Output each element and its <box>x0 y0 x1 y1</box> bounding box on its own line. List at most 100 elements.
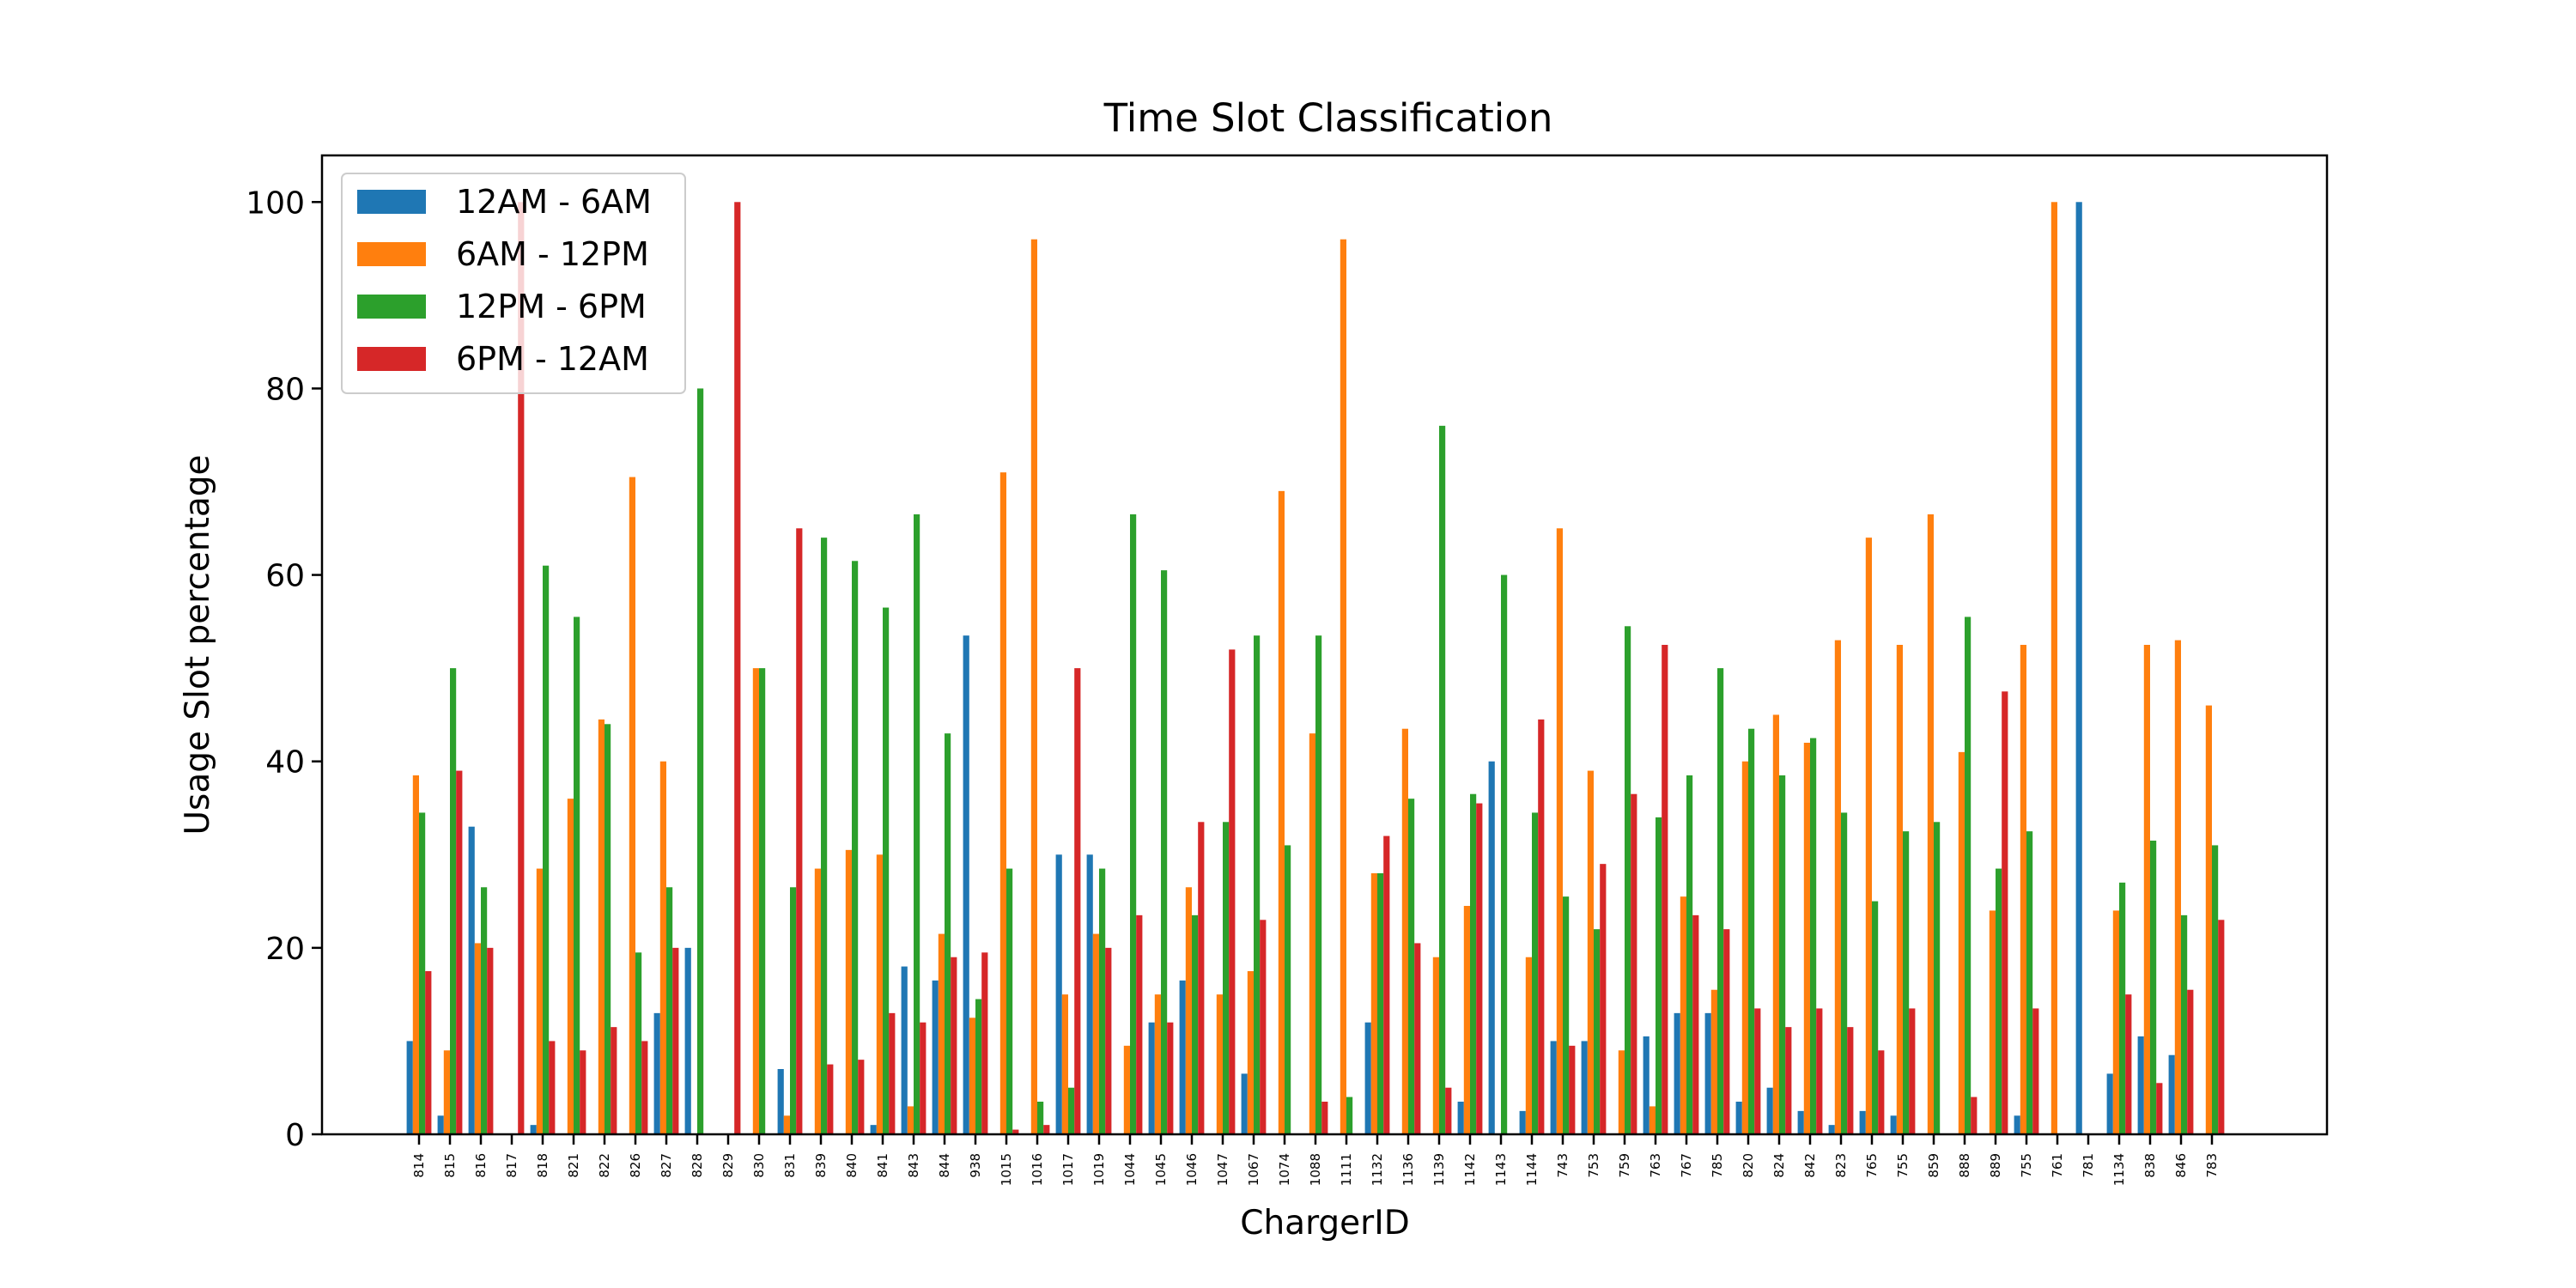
x-tick-label: 814 <box>411 1153 427 1178</box>
y-axis-label: Usage Slot percentage <box>179 454 217 835</box>
x-tick-label: 889 <box>1988 1153 2003 1178</box>
x-tick-label: 1045 <box>1153 1153 1169 1186</box>
bar-series3-1019 <box>1099 868 1106 1134</box>
bar-series1-818 <box>530 1125 537 1134</box>
bar-series2-783 <box>2205 705 2212 1134</box>
bar-series1-1046 <box>1179 980 1186 1134</box>
bar-series1-815 <box>437 1115 444 1134</box>
bar-series4-846 <box>2187 989 2194 1134</box>
bar-series2-824 <box>1772 714 1779 1134</box>
bar-series4-1067 <box>1260 920 1267 1134</box>
bar-series2-743 <box>1556 528 1563 1134</box>
bar-series1-1134 <box>2106 1073 2113 1134</box>
bar-series1-763 <box>1643 1036 1649 1134</box>
bar-series3-818 <box>543 565 550 1134</box>
bar-series2-1139 <box>1432 957 1439 1134</box>
bar-series3-1144 <box>1532 812 1539 1134</box>
bar-series2-842 <box>1803 743 1810 1134</box>
x-tick-label: 821 <box>566 1153 581 1178</box>
bar-series3-814 <box>419 812 426 1134</box>
bar-series4-815 <box>456 770 463 1134</box>
bar-series2-1047 <box>1216 994 1223 1134</box>
bar-series1-1045 <box>1148 1022 1155 1134</box>
bar-series1-831 <box>777 1069 784 1134</box>
bar-series4-1132 <box>1383 835 1390 1134</box>
x-tick-label: 1047 <box>1215 1153 1230 1186</box>
bar-series3-1139 <box>1439 425 1446 1134</box>
x-tick-label: 1132 <box>1370 1153 1385 1186</box>
bar-series3-846 <box>2181 914 2188 1134</box>
bar-series4-843 <box>920 1022 927 1134</box>
bar-series2-814 <box>412 775 419 1134</box>
x-tick-label: 755 <box>2019 1153 2034 1178</box>
bar-series4-821 <box>580 1050 586 1134</box>
bar-series2-1016 <box>1030 239 1037 1134</box>
bar-series4-814 <box>425 971 432 1134</box>
bar-series1-1017 <box>1055 854 1062 1134</box>
x-tick-label: 841 <box>875 1153 890 1178</box>
bar-series3-842 <box>1810 738 1817 1134</box>
x-tick-label: 838 <box>2142 1153 2158 1178</box>
bar-series1-1144 <box>1519 1110 1526 1134</box>
x-tick-label: 743 <box>1555 1153 1571 1178</box>
bar-series2-844 <box>938 933 945 1134</box>
x-tick-label: 1067 <box>1246 1153 1261 1186</box>
bar-series2-767 <box>1680 896 1686 1134</box>
bar-series3-826 <box>635 952 642 1134</box>
bar-series3-765 <box>1872 901 1879 1134</box>
bar-series1-842 <box>1797 1110 1804 1134</box>
bar-series2-1074 <box>1278 490 1285 1134</box>
bar-series4-785 <box>1723 929 1730 1134</box>
bar-series2-755 <box>2020 645 2026 1134</box>
bar-series4-938 <box>981 952 988 1134</box>
x-tick-label: 830 <box>751 1153 767 1178</box>
y-tick-label: 100 <box>246 185 305 221</box>
bar-series1-755 <box>1890 1115 1897 1134</box>
chart-title: Time Slot Classification <box>1103 95 1553 141</box>
bar-series3-755 <box>1903 831 1910 1134</box>
bar-series2-889 <box>1989 910 1996 1134</box>
x-tick-label: 839 <box>813 1153 829 1178</box>
bar-series3-1111 <box>1346 1097 1353 1134</box>
x-tick-label: 785 <box>1710 1153 1725 1178</box>
bar-series1-753 <box>1581 1041 1588 1134</box>
x-tick-label: 765 <box>1864 1153 1880 1178</box>
bar-series2-761 <box>2050 202 2057 1134</box>
x-tick-label: 1017 <box>1060 1153 1076 1186</box>
legend-label: 6AM - 12PM <box>456 235 649 273</box>
bar-series2-1136 <box>1401 728 1408 1134</box>
bar-series4-844 <box>951 957 957 1134</box>
x-tick-label: 755 <box>1895 1153 1911 1178</box>
bar-series1-1142 <box>1457 1102 1464 1134</box>
bar-series2-859 <box>1927 514 1934 1134</box>
bar-series4-1044 <box>1136 914 1143 1134</box>
legend-swatch <box>357 190 426 214</box>
bar-series2-753 <box>1587 770 1594 1134</box>
bar-series4-1142 <box>1476 803 1483 1134</box>
x-tick-label: 1015 <box>999 1153 1014 1186</box>
bar-series2-827 <box>659 761 666 1134</box>
bar-series2-1144 <box>1525 957 1532 1134</box>
x-tick-label: 823 <box>1833 1153 1849 1178</box>
x-tick-label: 759 <box>1617 1153 1632 1178</box>
bar-series4-827 <box>672 947 679 1134</box>
bar-series2-1045 <box>1154 994 1161 1134</box>
bar-series4-888 <box>1971 1097 1978 1134</box>
bar-series4-829 <box>734 202 741 1134</box>
x-tick-label: 1046 <box>1184 1153 1200 1186</box>
bar-series1-843 <box>901 966 908 1134</box>
bar-series3-821 <box>574 617 580 1134</box>
bar-series4-1046 <box>1198 822 1205 1134</box>
bar-series3-785 <box>1717 668 1724 1134</box>
bar-series2-816 <box>474 943 481 1134</box>
bar-series2-1046 <box>1185 887 1192 1134</box>
y-tick-label: 60 <box>265 559 305 594</box>
bar-series2-1088 <box>1309 733 1315 1134</box>
bar-series1-841 <box>870 1125 877 1134</box>
legend-label: 12PM - 6PM <box>456 288 647 325</box>
bar-series1-823 <box>1828 1125 1835 1134</box>
x-tick-label: 1144 <box>1524 1153 1540 1186</box>
bar-series2-841 <box>876 854 883 1134</box>
bar-series4-822 <box>611 1027 617 1134</box>
